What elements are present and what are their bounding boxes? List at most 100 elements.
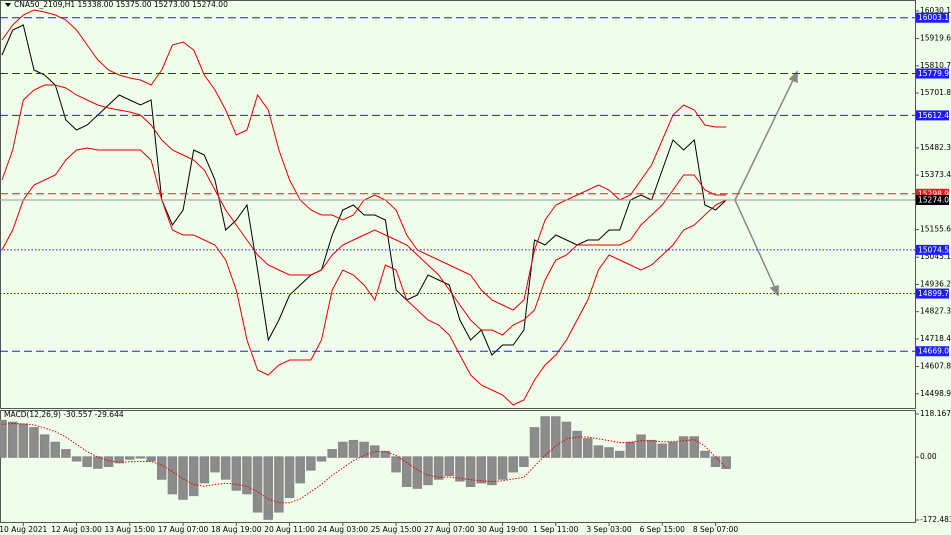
x-tick-label: 18 Aug 19:00 <box>211 525 262 534</box>
histogram-bar <box>391 456 401 473</box>
y-tick-label: 15155.65 <box>920 225 951 234</box>
histogram-bar <box>306 456 316 471</box>
histogram-bar <box>82 456 92 467</box>
histogram-bar <box>710 456 721 467</box>
histogram-bar <box>242 456 252 495</box>
histogram-bar <box>657 443 668 458</box>
y-tick-label: 15701.80 <box>920 88 951 97</box>
level-label: 16003.11 <box>918 13 951 22</box>
histogram-bar <box>700 450 710 458</box>
y-tick-label: -172.483 <box>920 515 951 524</box>
level-label: 15612.49 <box>918 111 951 120</box>
histogram-bar <box>103 456 114 467</box>
histogram-bar <box>359 441 369 458</box>
histogram-bar <box>284 456 295 498</box>
level-label-box <box>916 110 949 121</box>
level-label-box <box>916 195 949 205</box>
level-label-box <box>916 68 949 79</box>
histogram-bar <box>508 456 518 473</box>
x-tick-label: 6 Sep 15:00 <box>640 525 686 534</box>
histogram-bar <box>146 456 156 462</box>
histogram-bar <box>18 423 29 458</box>
histogram-bar <box>465 456 476 488</box>
arrow-down <box>734 199 777 291</box>
y-tick-label: 14827.30 <box>920 307 951 316</box>
histogram-bar <box>561 421 572 458</box>
histogram-bar <box>61 449 71 458</box>
level-label-box <box>916 188 949 199</box>
x-tick-label: 13 Aug 15:00 <box>105 525 156 534</box>
histogram-bar <box>71 456 82 462</box>
y-tick-label: 118.167 <box>920 409 951 418</box>
level-label-box <box>916 244 949 255</box>
histogram-bar <box>0 419 7 458</box>
x-tick-label: 8 Sep 07:00 <box>693 525 739 534</box>
histogram-bar <box>135 456 146 459</box>
histogram-bar <box>668 441 678 458</box>
level-label: 14669.06 <box>918 347 951 356</box>
y-tick-label: 15373.45 <box>920 170 951 179</box>
level-label: 15779.90 <box>918 69 951 78</box>
histogram-bar <box>327 449 337 458</box>
histogram-bar <box>263 456 273 520</box>
level-label: 15274.00 <box>918 196 951 205</box>
y-tick-label: 15045.10 <box>920 252 951 261</box>
histogram-bar <box>210 456 220 473</box>
chart-title: CNA50_2109,H1 15338.00 15375.00 15273.00… <box>14 0 228 9</box>
y-tick-label: 15919.60 <box>920 34 951 43</box>
histogram-bar <box>167 456 178 495</box>
histogram-bar <box>231 456 242 491</box>
histogram-bar <box>412 456 423 489</box>
menu-icon[interactable] <box>5 3 11 7</box>
histogram-bar <box>316 456 327 462</box>
level-label-box <box>916 12 949 23</box>
y-tick-label: 14718.40 <box>920 334 951 343</box>
histogram-bar <box>423 456 433 486</box>
level-label: 15074.50 <box>918 245 951 254</box>
y-tick-label: 14936.20 <box>920 279 951 288</box>
y-tick-label: 14607.85 <box>920 362 951 371</box>
histogram-bar <box>593 445 604 458</box>
histogram-bar <box>529 427 540 458</box>
histogram-bar <box>487 456 497 486</box>
histogram-bar <box>519 456 529 467</box>
arrow-head <box>769 285 779 297</box>
histogram-bar <box>7 421 18 458</box>
histogram-bar <box>178 456 188 500</box>
price-line <box>1 24 727 356</box>
histogram-bar <box>370 445 380 458</box>
x-tick-label: 17 Aug 07:00 <box>158 525 209 534</box>
level-label: 14899.79 <box>918 289 951 298</box>
histogram-bar <box>583 438 593 458</box>
histogram-bar <box>188 456 199 497</box>
histogram-bar <box>497 456 508 480</box>
histogram-bar <box>252 456 263 513</box>
x-tick-label: 10 Aug 2021 <box>0 525 48 534</box>
price-panel <box>0 0 916 409</box>
histogram-bar <box>157 456 167 480</box>
level-label-box <box>916 346 949 357</box>
forecast-arrows <box>0 9 798 520</box>
histogram-bar <box>572 430 582 458</box>
histogram-bar <box>50 441 60 458</box>
histogram-bar <box>604 447 614 458</box>
histogram-bar <box>29 427 39 458</box>
histogram-bar <box>274 456 284 513</box>
bollinger-band <box>1 147 727 406</box>
histogram-bar <box>551 416 561 458</box>
signal-line <box>1 422 727 504</box>
histogram-bar <box>39 434 50 458</box>
y-tick-label: 0.00 <box>920 452 937 461</box>
histogram-bar <box>646 439 657 458</box>
histogram-bar <box>433 456 444 480</box>
level-label: 15298.93 <box>918 189 951 198</box>
x-tick-label: 24 Aug 03:00 <box>318 525 369 534</box>
histogram-bar <box>125 456 135 460</box>
y-tick-label: 15810.70 <box>920 61 951 70</box>
x-tick-label: 1 Sep 11:00 <box>533 525 579 534</box>
x-tick-label: 27 Aug 07:00 <box>424 525 475 534</box>
x-tick-label: 12 Aug 03:00 <box>51 525 102 534</box>
histogram-bar <box>348 439 359 458</box>
